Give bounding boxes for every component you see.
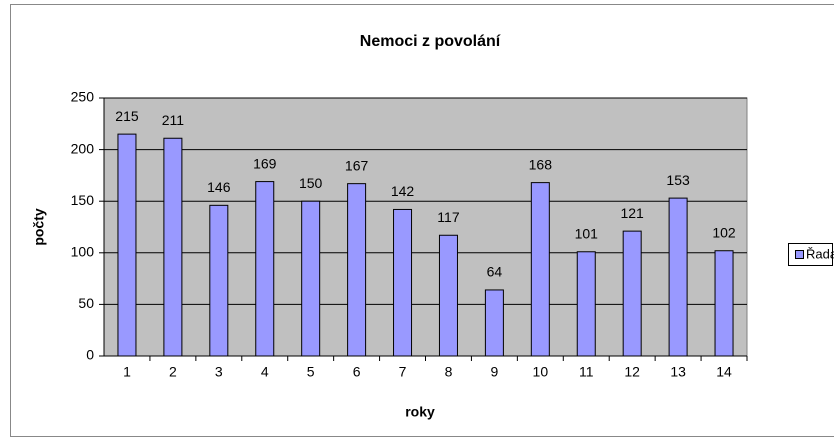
bar <box>438 234 458 357</box>
bar <box>668 197 688 357</box>
y-tick-label: 200 <box>71 140 95 156</box>
chart-title: Nemoci z povolání <box>360 33 501 50</box>
data-label: 102 <box>712 224 736 240</box>
x-tick-label: 9 <box>490 364 498 380</box>
x-tick-label: 8 <box>445 364 453 380</box>
data-label: 211 <box>162 112 185 128</box>
data-label: 150 <box>299 175 323 191</box>
legend-label: Řada1 <box>806 246 834 261</box>
bar <box>301 200 321 357</box>
x-tick-label: 6 <box>353 364 361 380</box>
y-axis-label: počty <box>31 208 47 246</box>
bar <box>393 208 413 357</box>
data-label: 168 <box>529 156 553 172</box>
data-label: 146 <box>207 179 231 195</box>
x-tick-label: 1 <box>123 364 131 380</box>
y-tick-label: 250 <box>71 89 95 105</box>
y-tick-label: 50 <box>78 295 94 311</box>
data-label: 215 <box>115 108 139 124</box>
data-label: 167 <box>345 157 369 173</box>
y-tick-label: 150 <box>71 192 95 208</box>
x-tick-label: 4 <box>261 364 269 380</box>
x-tick-label: 11 <box>579 364 594 380</box>
x-tick-label: 2 <box>169 364 177 380</box>
data-label: 101 <box>575 225 599 241</box>
legend-box <box>788 243 833 266</box>
data-label: 142 <box>391 183 415 199</box>
x-tick-label: 13 <box>670 364 686 380</box>
bar <box>576 251 596 357</box>
y-tick-label: 100 <box>71 244 95 260</box>
plot-area <box>103 97 748 357</box>
x-tick-label: 14 <box>716 364 732 380</box>
bar <box>714 250 734 357</box>
x-tick-label: 3 <box>215 364 223 380</box>
bar <box>622 230 642 357</box>
data-label: 153 <box>666 172 690 188</box>
x-tick-label: 10 <box>533 364 549 380</box>
x-tick-label: 5 <box>307 364 315 380</box>
bar <box>209 204 229 357</box>
bar <box>530 182 550 357</box>
legend-swatch <box>795 250 804 259</box>
data-label: 169 <box>253 155 277 171</box>
bar <box>347 183 367 357</box>
bar <box>255 181 275 357</box>
data-label: 121 <box>620 205 644 221</box>
x-axis-label: roky <box>405 404 435 420</box>
x-tick-label: 12 <box>624 364 640 380</box>
bar <box>484 289 504 357</box>
x-tick-label: 7 <box>399 364 407 380</box>
bar <box>163 137 183 357</box>
data-label: 117 <box>437 209 460 225</box>
bar <box>117 133 137 357</box>
y-tick-label: 0 <box>86 347 94 363</box>
data-label: 64 <box>487 264 503 280</box>
